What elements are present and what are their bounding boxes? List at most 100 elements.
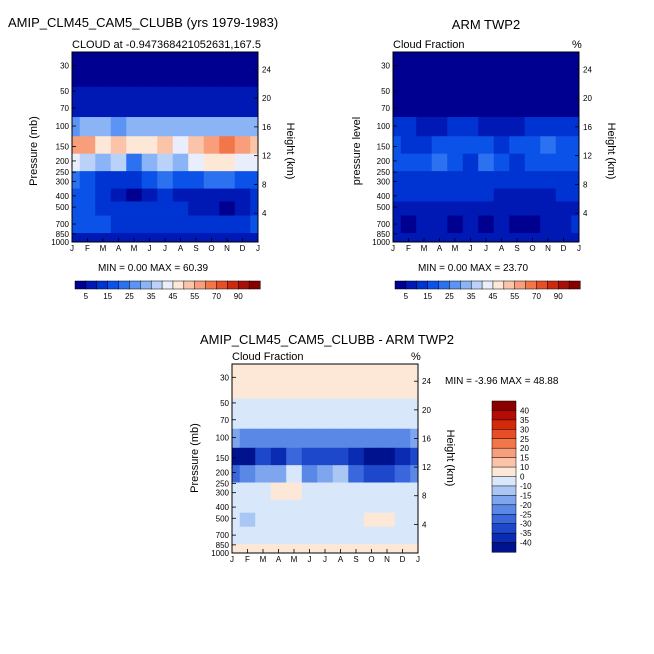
obs-cell — [416, 188, 433, 202]
diff-cell — [270, 447, 287, 466]
model-cell — [95, 215, 112, 234]
diff-colorbar-swatch — [491, 429, 517, 440]
model-colorbar-swatch — [150, 280, 163, 290]
panel-obs-stats: MIN = 0.00 MAX = 23.70 — [418, 263, 528, 274]
panel-diff-plot: J F M A M J J A S O N D J305070100150200250300400500… — [211, 363, 431, 564]
panel-diff-ylabel: Pressure (mb) — [189, 423, 201, 493]
model-cell — [250, 201, 259, 216]
model-cell — [234, 52, 251, 88]
model-cell — [203, 86, 220, 118]
obs-cell — [447, 153, 464, 172]
model-xtick-label: J — [256, 244, 260, 253]
panel-diff-units: % — [411, 351, 421, 363]
model-xtick-label: A — [116, 244, 122, 253]
model-cell — [95, 233, 112, 243]
obs-y2tick-label: 8 — [583, 180, 588, 189]
model-cell — [110, 136, 127, 155]
model-cell — [72, 233, 81, 243]
model-cell — [250, 136, 259, 155]
obs-cell — [478, 52, 495, 88]
model-ytick-label: 850 — [56, 230, 70, 239]
model-cell — [79, 233, 96, 243]
model-ytick-label: 50 — [60, 87, 69, 96]
diff-ytick-label: 50 — [220, 399, 229, 408]
model-colorbar-swatch — [161, 280, 174, 290]
diff-cell — [255, 364, 272, 399]
model-cell — [172, 136, 189, 155]
obs-cell — [462, 52, 479, 88]
diff-cell — [348, 512, 365, 528]
model-colorbar-label: 70 — [212, 292, 221, 301]
obs-cell — [524, 136, 541, 155]
diff-cell — [379, 526, 396, 545]
obs-cell — [416, 117, 433, 137]
obs-cell — [478, 233, 495, 243]
model-y2tick-label: 20 — [262, 94, 271, 103]
diff-cell — [332, 364, 349, 399]
diff-ytick-label: 30 — [220, 373, 229, 382]
model-ytick-label: 1000 — [51, 238, 69, 247]
obs-cell — [393, 136, 402, 155]
diff-cell — [332, 447, 349, 466]
diff-colorbar-swatch — [491, 485, 517, 496]
model-cell — [72, 215, 81, 234]
diff-y2tick-label: 20 — [422, 406, 431, 415]
obs-cell — [447, 188, 464, 202]
diff-colorbar-swatch — [491, 438, 517, 449]
diff-cell — [410, 398, 419, 430]
diff-cell — [379, 428, 396, 449]
model-colorbar-label: 55 — [190, 292, 199, 301]
diff-colorbar-swatch — [491, 523, 517, 534]
obs-cell — [462, 188, 479, 202]
obs-cell — [540, 117, 557, 137]
obs-cell — [555, 153, 572, 172]
model-cell — [219, 171, 236, 190]
diff-ytick-label: 700 — [216, 531, 230, 540]
diff-cell — [317, 526, 334, 545]
model-cell — [110, 233, 127, 243]
obs-colorbar-label: 90 — [554, 292, 563, 301]
model-cell — [234, 233, 251, 243]
model-cell — [141, 233, 158, 243]
model-xtick-label: M — [131, 244, 138, 253]
diff-colorbar-swatch — [491, 476, 517, 487]
diff-cell — [363, 447, 380, 466]
diff-y2tick-label: 12 — [422, 463, 431, 472]
obs-cell — [555, 52, 572, 88]
diff-ytick-label: 500 — [216, 514, 230, 523]
obs-ytick-label: 1000 — [372, 238, 390, 247]
model-cell — [234, 188, 251, 202]
model-cell — [126, 153, 143, 172]
diff-cell — [332, 482, 349, 501]
diff-cell — [270, 364, 287, 399]
diff-colorbar-swatch — [491, 504, 517, 515]
model-cell — [203, 117, 220, 137]
model-colorbar-label: 15 — [103, 292, 112, 301]
model-cell — [188, 215, 205, 234]
obs-y2tick-label: 24 — [583, 65, 592, 74]
model-cell — [234, 201, 251, 216]
panel-model: AMIP_CLM45_CAM5_CLUBB (yrs 1979-1983) CL… — [8, 15, 296, 301]
diff-cell — [394, 398, 411, 430]
diff-colorbar-swatch — [491, 457, 517, 468]
diff-y2tick-label: 8 — [422, 492, 427, 501]
obs-cell — [447, 171, 464, 190]
obs-xtick-label: M — [452, 244, 459, 253]
diff-cell — [232, 499, 241, 514]
obs-colorbar-swatch — [427, 280, 440, 290]
panel-diff-stats: MIN = -3.96 MAX = 48.88 — [445, 376, 559, 387]
obs-colorbar-swatch — [394, 280, 407, 290]
obs-cell — [400, 117, 417, 137]
obs-ytick-label: 250 — [377, 168, 391, 177]
diff-cell — [348, 465, 365, 483]
obs-cell — [555, 233, 572, 243]
obs-cell — [400, 86, 417, 118]
model-cell — [188, 153, 205, 172]
panel-model-ylabel: Pressure (mb) — [28, 116, 40, 186]
obs-colorbar-swatch — [514, 280, 527, 290]
model-cell — [72, 86, 81, 118]
diff-cell — [239, 398, 256, 430]
obs-cell — [555, 117, 572, 137]
obs-cell — [400, 171, 417, 190]
